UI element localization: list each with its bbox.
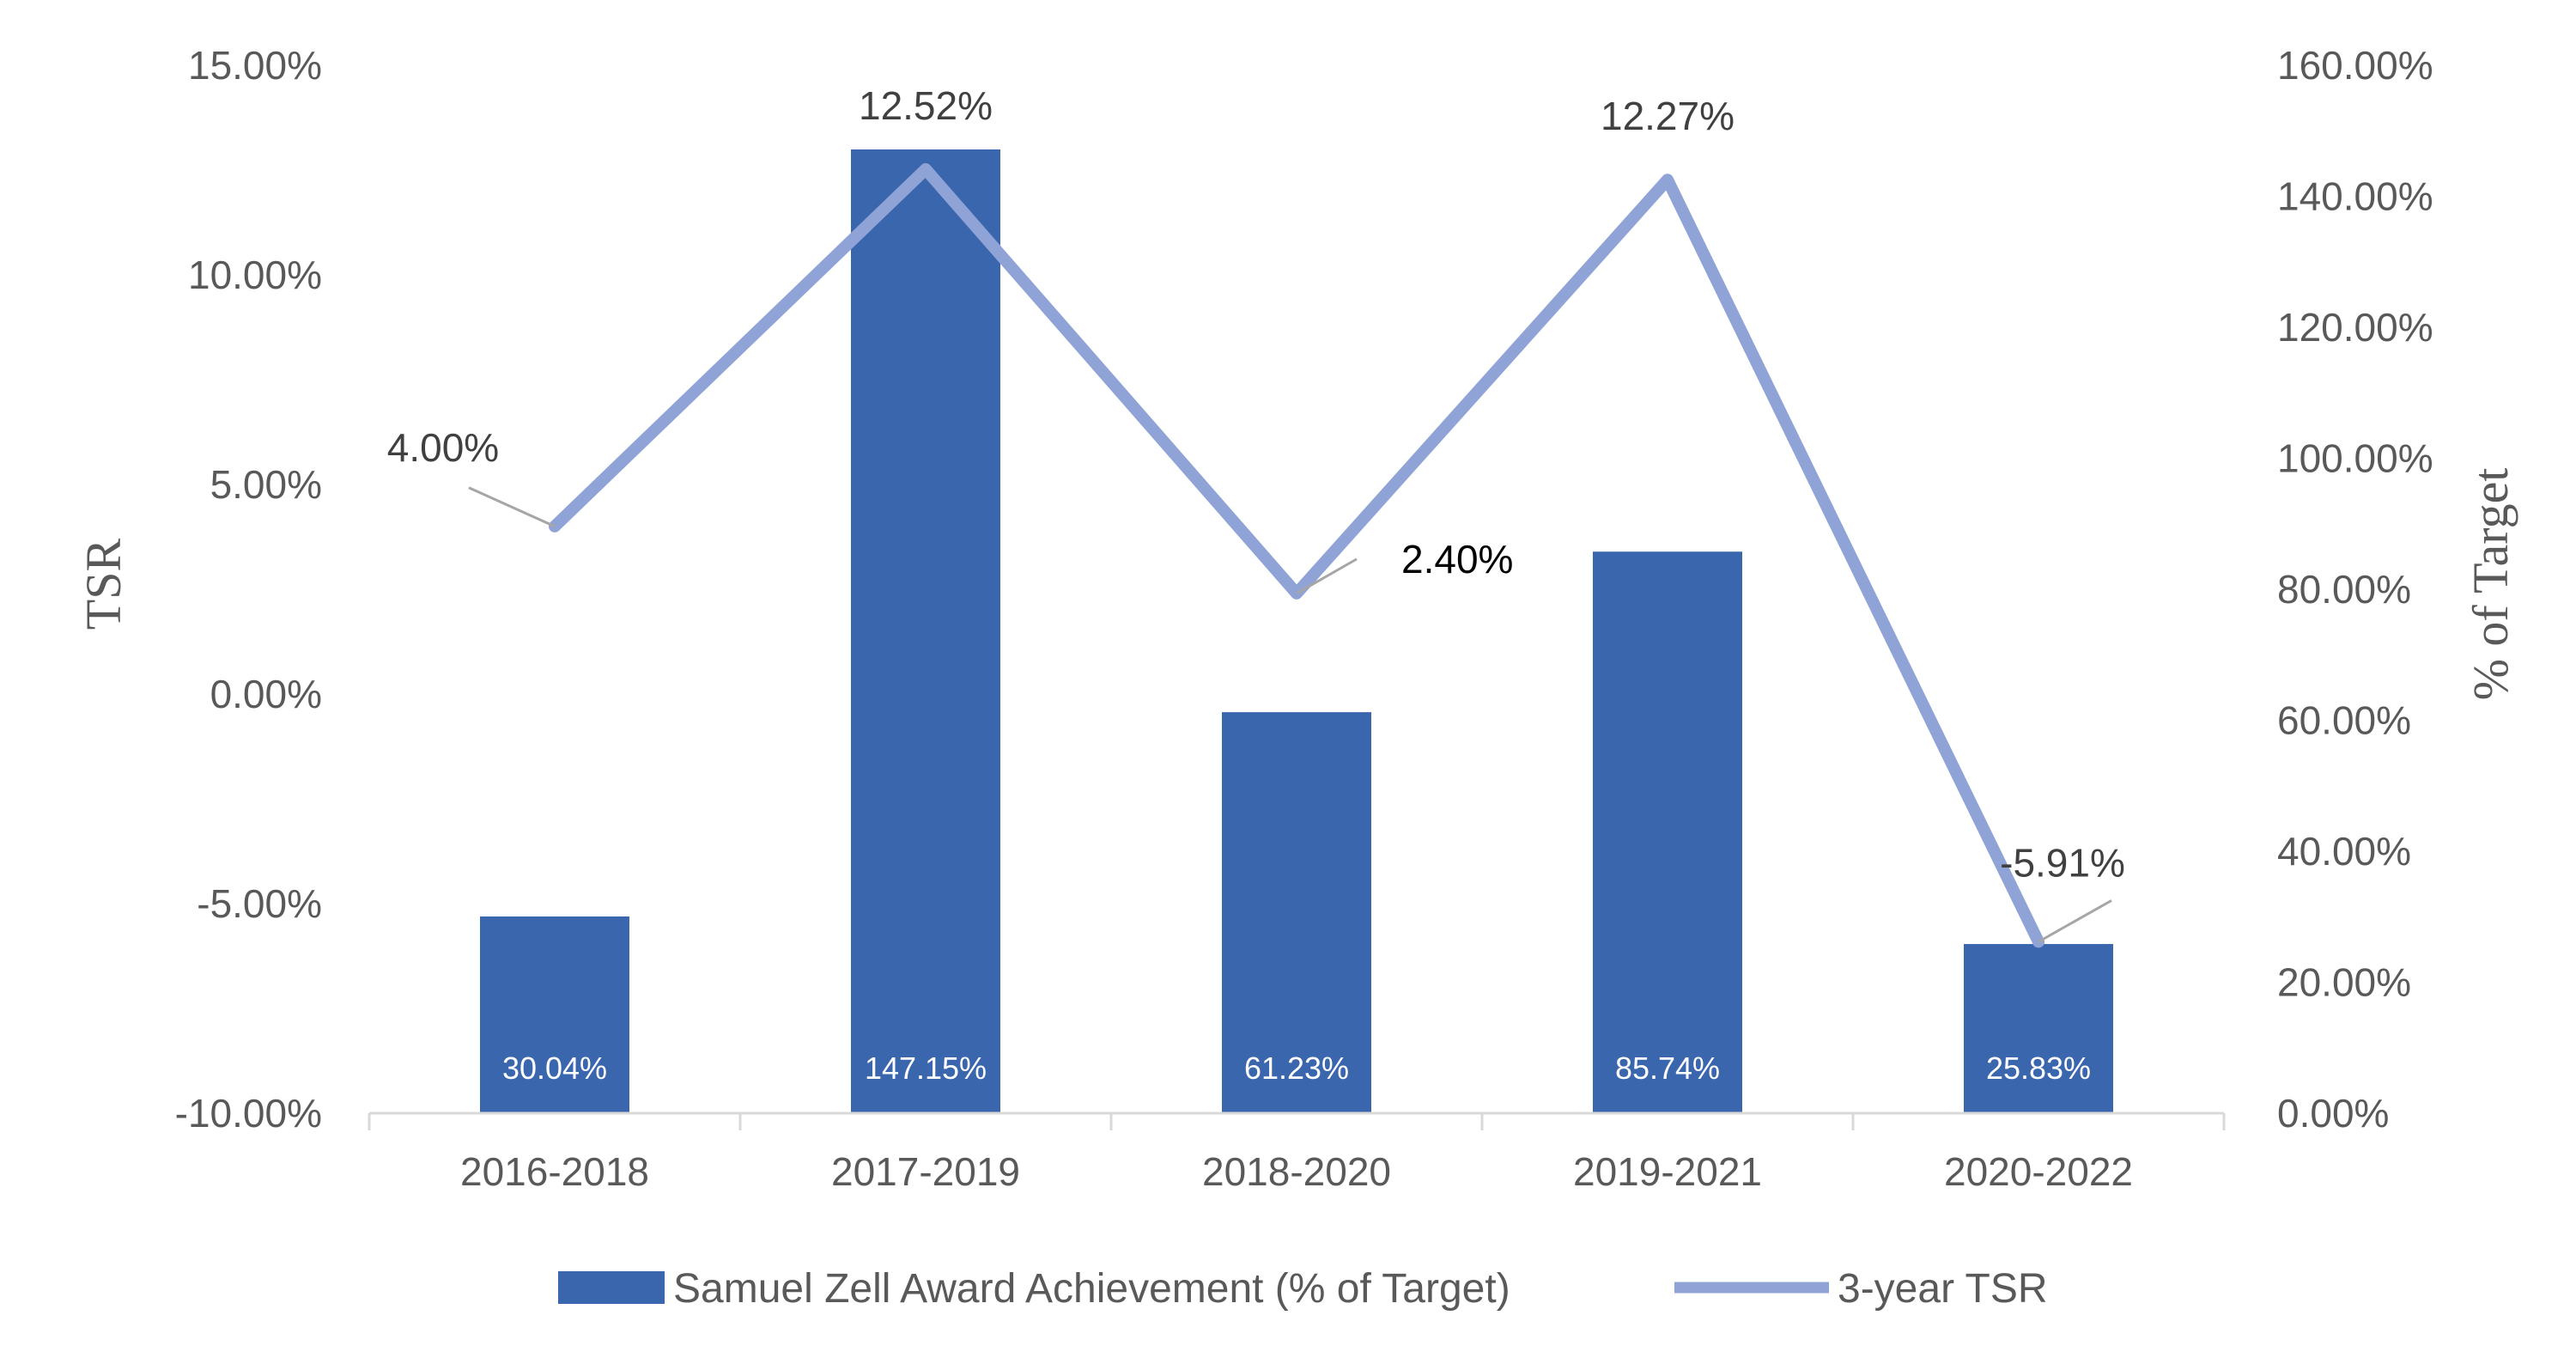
y-right-tick-label: 120.00% xyxy=(2277,305,2433,350)
legend-swatch-bar xyxy=(558,1271,665,1304)
data-label-leader xyxy=(1296,557,1358,595)
y-right-tick-label: 80.00% xyxy=(2277,567,2411,612)
line-series: 4.00% 12.52% 2.40% 12.27% -5.91% xyxy=(387,83,2125,948)
y-left-tick-label: 15.00% xyxy=(188,43,322,88)
bar-series: 30.04% 147.15% 61.23% 85.74% 25.83% xyxy=(480,149,2113,1114)
y-left-tick-label: -10.00% xyxy=(175,1091,322,1136)
y-right-axis-title: % of Target xyxy=(2463,468,2518,701)
tsr-data-label: 2.40% xyxy=(1401,537,1513,582)
data-label-leader xyxy=(468,486,556,528)
x-tick-label: 2020-2022 xyxy=(1944,1149,2133,1194)
x-tick-label: 2019-2021 xyxy=(1573,1149,1762,1194)
y-right-tick-label: 40.00% xyxy=(2277,829,2411,874)
y-left-tick-label: -5.00% xyxy=(197,881,322,926)
y-left-axis-ticks: 15.00% 10.00% 5.00% 0.00% -5.00% -10.00% xyxy=(175,43,322,1136)
x-tick-label: 2016-2018 xyxy=(460,1149,649,1194)
y-right-tick-label: 100.00% xyxy=(2277,436,2433,481)
data-label-leader xyxy=(2038,899,2112,943)
y-right-tick-label: 20.00% xyxy=(2277,960,2411,1005)
bar-2020-2022 xyxy=(1964,944,2113,1113)
tsr-data-label: -5.91% xyxy=(2000,840,2125,885)
legend-label-line: 3-year TSR xyxy=(1838,1266,2048,1312)
tsr-data-label: 4.00% xyxy=(387,425,499,470)
x-tick-label: 2018-2020 xyxy=(1202,1149,1391,1194)
bar-2019-2021 xyxy=(1593,551,1742,1113)
y-right-tick-label: 60.00% xyxy=(2277,698,2411,743)
bar-data-label: 30.04% xyxy=(502,1050,607,1086)
bar-data-label: 147.15% xyxy=(865,1050,987,1086)
y-right-tick-label: 0.00% xyxy=(2277,1091,2389,1136)
y-left-tick-label: 5.00% xyxy=(210,462,322,507)
tsr-data-label: 12.27% xyxy=(1601,94,1735,138)
legend-label-bar: Samuel Zell Award Achievement (% of Targ… xyxy=(673,1266,1510,1312)
bar-data-label: 61.23% xyxy=(1244,1050,1349,1086)
bar-2016-2018 xyxy=(480,916,629,1113)
y-right-tick-label: 140.00% xyxy=(2277,174,2433,219)
y-left-axis-title: TSR xyxy=(76,539,131,630)
bar-2017-2019 xyxy=(851,149,1000,1114)
y-right-tick-label: 160.00% xyxy=(2277,43,2433,88)
bar-data-label: 85.74% xyxy=(1615,1050,1720,1086)
bar-data-label: 25.83% xyxy=(1986,1050,2091,1086)
tsr-data-label: 12.52% xyxy=(859,83,993,128)
legend: Samuel Zell Award Achievement (% of Targ… xyxy=(558,1266,2048,1312)
bar-2018-2020 xyxy=(1222,712,1371,1113)
y-right-axis-ticks: 160.00% 140.00% 120.00% 100.00% 80.00% 60.00%… xyxy=(2277,43,2433,1136)
y-left-tick-label: 10.00% xyxy=(188,253,322,297)
y-left-tick-label: 0.00% xyxy=(210,672,322,716)
x-axis: 2016-2018 2017-2019 2018-2020 2019-2021 2020… xyxy=(368,1113,2226,1194)
x-tick-label: 2017-2019 xyxy=(831,1149,1020,1194)
